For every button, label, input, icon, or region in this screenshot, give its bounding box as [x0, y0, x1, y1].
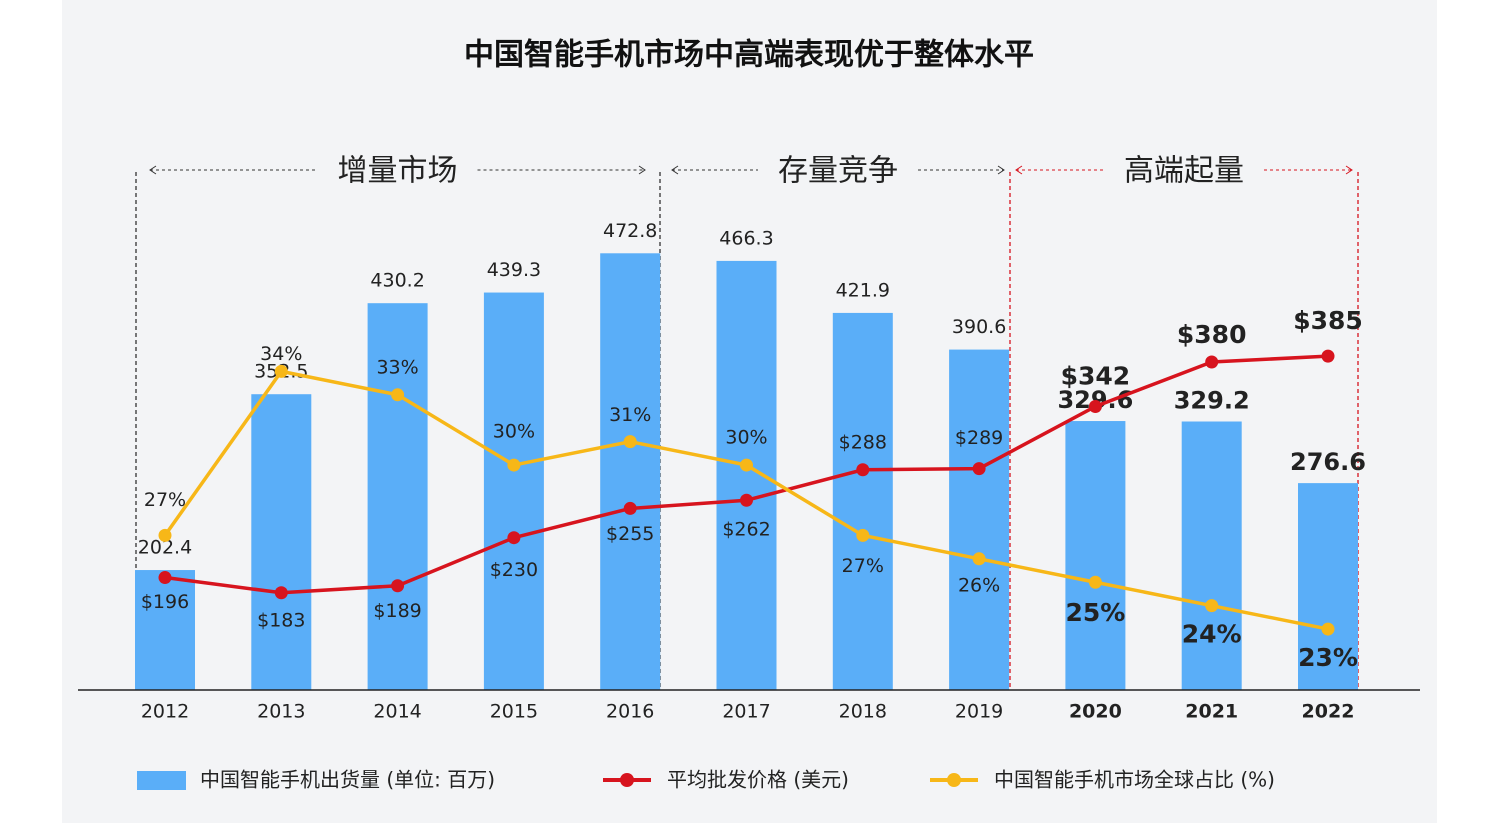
line-marker [856, 528, 870, 542]
line-marker [274, 364, 288, 378]
line-marker [1205, 599, 1219, 613]
line-marker [507, 531, 521, 545]
line-marker [1088, 575, 1102, 589]
line-marker [1088, 400, 1102, 414]
x-tick-label: 2014 [373, 701, 421, 723]
period-label: 增量市场 [338, 154, 458, 189]
line-marker [391, 579, 405, 593]
bar-value-label: 329.2 [1174, 387, 1250, 415]
line-marker [158, 528, 172, 542]
line-value-label: 33% [376, 356, 418, 378]
line-marker [856, 463, 870, 477]
line-marker [274, 586, 288, 600]
x-tick-label: 2019 [955, 701, 1003, 723]
line-marker [1321, 349, 1335, 363]
line-value-label: $189 [373, 600, 421, 622]
line-value-label: $289 [955, 427, 1003, 449]
line-value-label: 27% [144, 489, 186, 511]
x-tick-label: 2013 [257, 701, 305, 723]
legend-label: 中国智能手机市场全球占比 (%) [994, 768, 1275, 792]
line-marker [1321, 622, 1335, 636]
line-value-label: $342 [1061, 362, 1131, 391]
line-value-label: $385 [1293, 306, 1363, 335]
arrow-head [638, 165, 646, 175]
bar [716, 260, 777, 690]
line-marker [623, 435, 637, 449]
legend-label: 中国智能手机出货量 (单位: 百万) [200, 768, 495, 792]
bar [1181, 421, 1242, 690]
arrow-head [671, 165, 679, 175]
bar-value-label: 276.6 [1290, 448, 1366, 476]
line-value-label: $288 [839, 431, 887, 453]
line-value-label: 30% [725, 427, 767, 449]
line-value-label: 30% [493, 421, 535, 443]
x-tick-label: 2021 [1185, 701, 1238, 723]
bar [483, 292, 544, 690]
x-tick-label: 2018 [839, 701, 887, 723]
x-tick-label: 2016 [606, 701, 654, 723]
line-marker [740, 493, 753, 507]
line-value-label: 34% [260, 343, 302, 365]
line-marker [740, 458, 753, 472]
x-tick-label: 2015 [490, 701, 538, 723]
bar [949, 349, 1010, 690]
legend-label: 平均批发价格 (美元) [667, 768, 849, 792]
line-marker [391, 388, 405, 402]
line-marker [158, 571, 172, 585]
line-value-label: 25% [1065, 598, 1125, 627]
line-value-label: $230 [490, 559, 538, 581]
bar-value-label: 466.3 [719, 227, 773, 249]
line-value-label: $183 [257, 609, 305, 631]
line-marker [623, 501, 637, 515]
bar-value-label: 390.6 [952, 316, 1006, 338]
bar [832, 312, 893, 690]
period-label: 存量竞争 [778, 154, 898, 189]
line-value-label: $196 [141, 591, 189, 613]
line-value-label: 23% [1298, 643, 1358, 672]
bar-value-label: 421.9 [836, 279, 890, 301]
legend-swatch [137, 771, 186, 790]
bar [367, 303, 428, 690]
line-value-label: $262 [722, 519, 770, 541]
arrow-head [1015, 165, 1023, 175]
bar [600, 253, 661, 690]
line-value-label: 24% [1182, 620, 1242, 649]
legend-swatch [947, 773, 961, 787]
bar [251, 394, 312, 690]
period-label: 高端起量 [1124, 154, 1244, 189]
bar [1298, 483, 1358, 690]
line-value-label: $380 [1177, 320, 1247, 349]
line-value-label: 31% [609, 404, 651, 426]
bar-value-label: 202.4 [138, 537, 192, 559]
line-value-label: 27% [842, 555, 884, 577]
x-tick-label: 2020 [1069, 701, 1122, 723]
bar-value-label: 430.2 [370, 270, 424, 292]
line-marker [972, 462, 986, 476]
line-marker [1205, 355, 1219, 369]
line-value-label: 26% [958, 574, 1000, 596]
arrow-head [997, 165, 1005, 175]
x-tick-label: 2017 [722, 701, 770, 723]
bar [1065, 421, 1126, 690]
bar-value-label: 472.8 [603, 220, 657, 242]
line-marker [972, 552, 986, 566]
arrow-head [1345, 165, 1353, 175]
line-value-label: $255 [606, 523, 654, 545]
x-tick-label: 2012 [141, 701, 189, 723]
legend-swatch [620, 773, 634, 787]
line-marker [507, 458, 521, 472]
bar [135, 570, 195, 690]
bar-value-label: 439.3 [487, 259, 541, 281]
arrow-head [149, 165, 157, 175]
chart-title: 中国智能手机市场中高端表现优于整体水平 [464, 38, 1034, 73]
x-tick-label: 2022 [1302, 701, 1355, 723]
